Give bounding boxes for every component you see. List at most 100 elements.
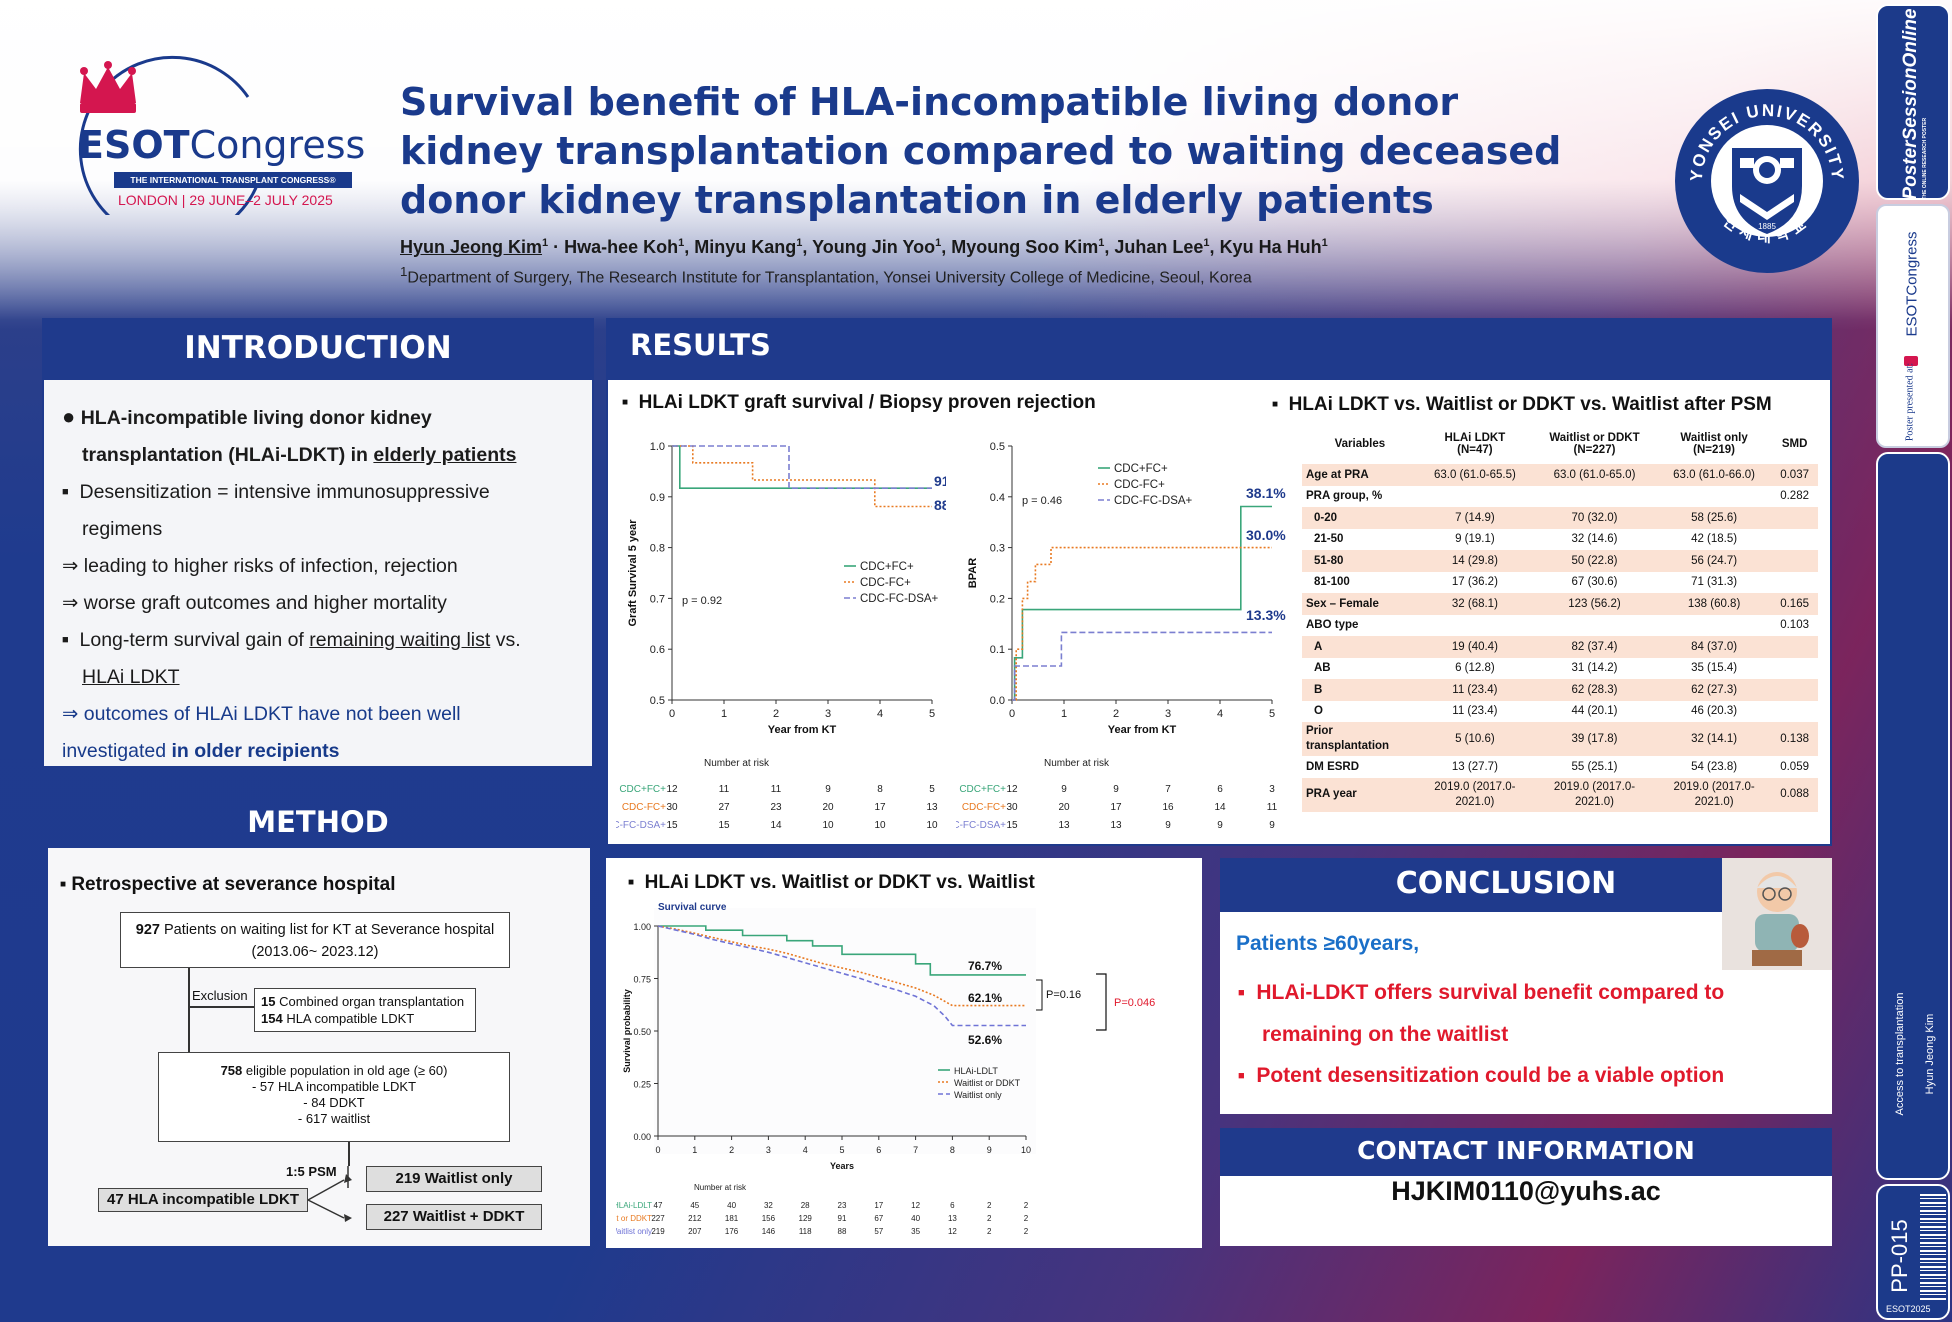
x-tick-label: 5 (1269, 708, 1275, 720)
contact-email[interactable]: HJKIM0110@yuhs.ac (1391, 1176, 1661, 1206)
risk-row-label: CDC-FC+ (962, 802, 1006, 813)
table-cell: 2019.0 (2017.0- 2021.0) (1417, 777, 1532, 812)
table-cell: 0.165 (1771, 593, 1818, 615)
box2-line2: - 84 DDKT (303, 1095, 365, 1110)
risk-value: 23 (770, 802, 782, 813)
table-cell: 6 (12.8) (1455, 662, 1495, 675)
box1-num: 927 (135, 922, 160, 938)
table-cell: DM ESRD (1306, 760, 1360, 773)
method-heading-text: Retrospective at severance hospital (71, 874, 396, 895)
km-curve-1 (657, 925, 1026, 1007)
x-axis-label: Year from KT (1108, 724, 1177, 736)
y-tick-label: 1.0 (650, 441, 665, 453)
table-cell: 51-80 (1302, 550, 1418, 572)
legend-label: CDC+FC+ (1114, 463, 1168, 475)
table-cell: 19 (40.4) (1417, 636, 1532, 658)
table-cell: B (1302, 679, 1418, 701)
x-tick-label: 3 (825, 708, 831, 720)
table-header-row: Variables HLAi LDKT (N=47) Waitlist or DDKT… (1302, 424, 1818, 464)
y-tick-label: 0.75 (633, 975, 651, 985)
risk-value: 156 (762, 1214, 776, 1223)
author-name: Hwa-hee Koh (564, 237, 679, 257)
risk-value: 6 (950, 1201, 955, 1210)
results-sub2-text: HLAi LDKT vs. Waitlist or DDKT vs. Waitl… (1288, 394, 1772, 415)
risk-value: 2 (987, 1227, 992, 1236)
x-axis-label: Year from KT (768, 724, 837, 736)
risk-value: 181 (725, 1214, 739, 1223)
table-header-cell: HLAi LDKT (N=47) (1444, 432, 1506, 456)
p-value-1: P=0.16 (1046, 989, 1081, 1001)
end-value-label: 88.1% (934, 497, 946, 513)
method-heading: METHOD (247, 805, 389, 839)
y-tick-label: 0.1 (990, 644, 1005, 656)
exclusion-label: Exclusion (192, 988, 248, 1003)
p-value: p = 0.46 (1022, 495, 1062, 507)
table-cell: 0.282 (1780, 490, 1809, 503)
y-tick-label: 0.00 (633, 1132, 651, 1142)
risk-value: 47 (654, 1201, 663, 1210)
table-cell: PRA year (1302, 777, 1418, 812)
intro-sq2-d: HLAi LDKT (82, 666, 180, 688)
risk-value: 2 (987, 1214, 992, 1223)
legend-label: CDC+FC+ (860, 561, 914, 573)
risk-value: 10 (874, 820, 886, 831)
table-cell: 2019.0 (2017.0- 2021.0) (1656, 777, 1772, 812)
end-value-label: 91.7% (934, 473, 946, 489)
risk-value: 12 (948, 1227, 957, 1236)
km-curve-2 (657, 925, 1026, 1027)
author-sep: · (548, 237, 565, 257)
table-cell: 63.0 (61.0-65.0) (1532, 464, 1657, 486)
risk-value: 3 (1269, 784, 1275, 795)
intro-bullet1-line2: transplantation (HLAi-LDKT) in (82, 444, 374, 466)
table-cell: 35 (15.4) (1691, 662, 1738, 675)
y-tick-label: 0.4 (990, 492, 1005, 504)
square-bullet: ■ (62, 486, 69, 498)
risk-value: 57 (874, 1227, 883, 1236)
results-heading: RESULTS (630, 328, 771, 362)
risk-value: 13 (926, 802, 938, 813)
table-cell: 46 (20.3) (1691, 705, 1738, 718)
table-cell: 84 (37.0) (1656, 636, 1772, 658)
table-cell (1771, 658, 1818, 680)
risk-value: 30 (666, 802, 678, 813)
y-tick-label: 0.0 (990, 695, 1005, 707)
y-tick-label: 0.25 (633, 1080, 651, 1090)
legend-label: Waitlist only (954, 1090, 1002, 1100)
x-tick-label: 2 (729, 1145, 734, 1155)
intro-arrow4-b: in older recipients (171, 740, 340, 762)
risk-value: 7 (1165, 784, 1171, 795)
box-waitlist-ddkt: 227 Waitlist + DDKT (366, 1204, 542, 1230)
risk-value: 176 (725, 1227, 739, 1236)
x-tick-label: 6 (876, 1145, 881, 1155)
author-name: Kyu Ha Huh (1219, 237, 1322, 257)
risk-value: 16 (1162, 802, 1174, 813)
table-row: 81-100 17 (36.2) 67 (30.6) 71 (31.3) (1302, 572, 1818, 594)
sidebar-topic: Access to transplantation (1894, 992, 1906, 1116)
table-header-cell: Waitlist only (N=219) (1680, 432, 1748, 456)
x-tick-label: 8 (950, 1145, 955, 1155)
risk-row-label: CDC-FC-DSA+ (956, 820, 1006, 831)
table-row: O 11 (23.4) 44 (20.1) 46 (20.3) (1302, 701, 1818, 723)
affiliation-sup: 1 (400, 264, 408, 279)
table-cell: 62 (27.3) (1656, 679, 1772, 701)
x-tick-label: 3 (1165, 708, 1171, 720)
table-cell: 54 (23.8) (1691, 760, 1738, 773)
end-value-label: 38.1% (1246, 485, 1286, 501)
risk-value: 8 (877, 784, 883, 795)
author-sup: 1 (678, 237, 685, 249)
esot-banner: THE INTERNATIONAL TRANSPLANT CONGRESS® (114, 172, 352, 188)
table-row: Age at PRA 63.0 (61.0-65.5) 63.0 (61.0-65.… (1302, 464, 1818, 486)
poster-code: PP-015 (1887, 1219, 1912, 1293)
table-cell (1771, 636, 1818, 658)
results-sub3: ■ HLAi LDKT vs. Waitlist or DDKT vs. Wai… (628, 872, 1035, 893)
intro-sq2-b: remaining waiting list (309, 629, 491, 651)
risk-value: 15 (718, 820, 730, 831)
table-cell: 123 (56.2) (1532, 593, 1657, 615)
ex2-num: 154 (261, 1011, 283, 1026)
legend-label: CDC-FC+ (860, 577, 911, 589)
table-cell: 62 (28.3) (1532, 679, 1657, 701)
table-cell: 14 (29.8) (1417, 550, 1532, 572)
risk-value: 9 (825, 784, 831, 795)
x-tick-label: 5 (929, 708, 935, 720)
